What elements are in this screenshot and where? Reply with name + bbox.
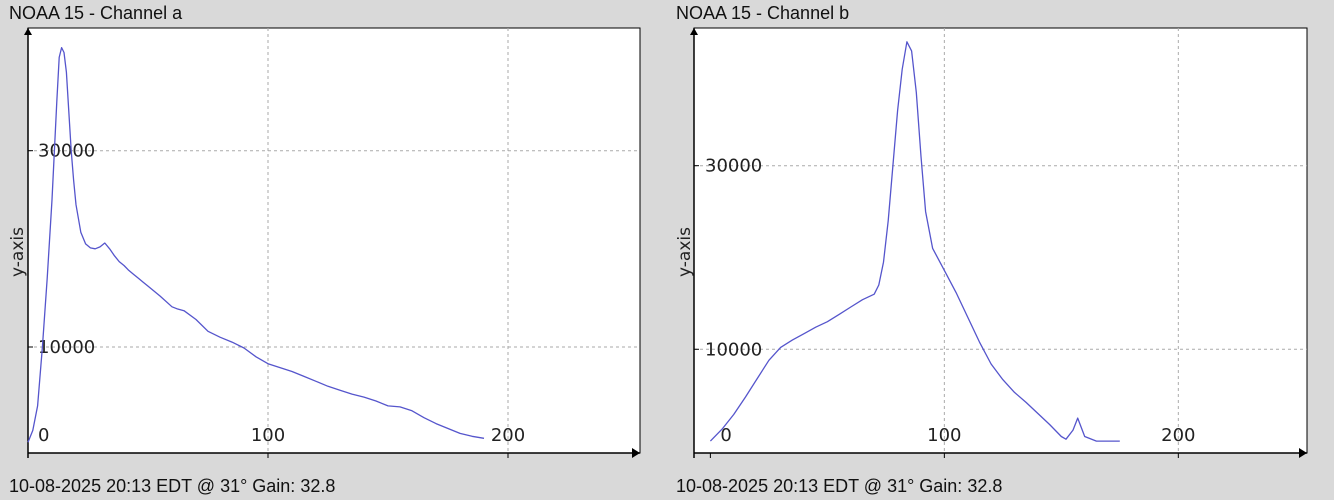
chart-title: NOAA 15 - Channel a [9, 3, 183, 23]
y-axis-arrow [690, 28, 698, 35]
series-line [709, 41, 1120, 442]
timestamp-footer: 10-08-2025 20:13 EDT @ 31° Gain: 32.8 [9, 476, 336, 496]
x-tick-label: 100 [927, 425, 961, 446]
y-tick-label: 10000 [38, 337, 95, 358]
chart-panel-channel-b: NOAA 15 - Channel b 0 100 200 10000 30000 y-a… [667, 0, 1334, 500]
chart-canvas: 0 100 200 10000 30000 y-axis [8, 27, 641, 458]
x-tick-label: 100 [251, 425, 285, 446]
chart-title: NOAA 15 - Channel b [676, 3, 850, 23]
series-line [27, 46, 485, 443]
plot-area [693, 27, 1308, 454]
chart-canvas: 0 100 200 10000 30000 y-axis [675, 27, 1308, 458]
x-tick-label: 200 [491, 425, 525, 446]
x-tick-label: 0 [720, 425, 731, 446]
x-axis-arrow [1299, 448, 1307, 458]
y-tick-label: 10000 [705, 339, 762, 360]
y-axis-label: y-axis [675, 227, 695, 277]
y-tick-label: 30000 [705, 156, 762, 177]
y-tick-label: 30000 [38, 141, 95, 162]
y-axis-arrow [24, 28, 32, 35]
x-tick-label: 0 [38, 425, 49, 446]
x-tick-label: 200 [1161, 425, 1195, 446]
plot-area [27, 27, 641, 454]
x-axis-arrow [632, 448, 640, 458]
timestamp-footer: 10-08-2025 20:13 EDT @ 31° Gain: 32.8 [676, 476, 1003, 496]
y-axis-label: y-axis [8, 227, 28, 277]
chart-panel-channel-a: NOAA 15 - Channel a 0 100 200 10000 30000 y-a… [0, 0, 662, 500]
